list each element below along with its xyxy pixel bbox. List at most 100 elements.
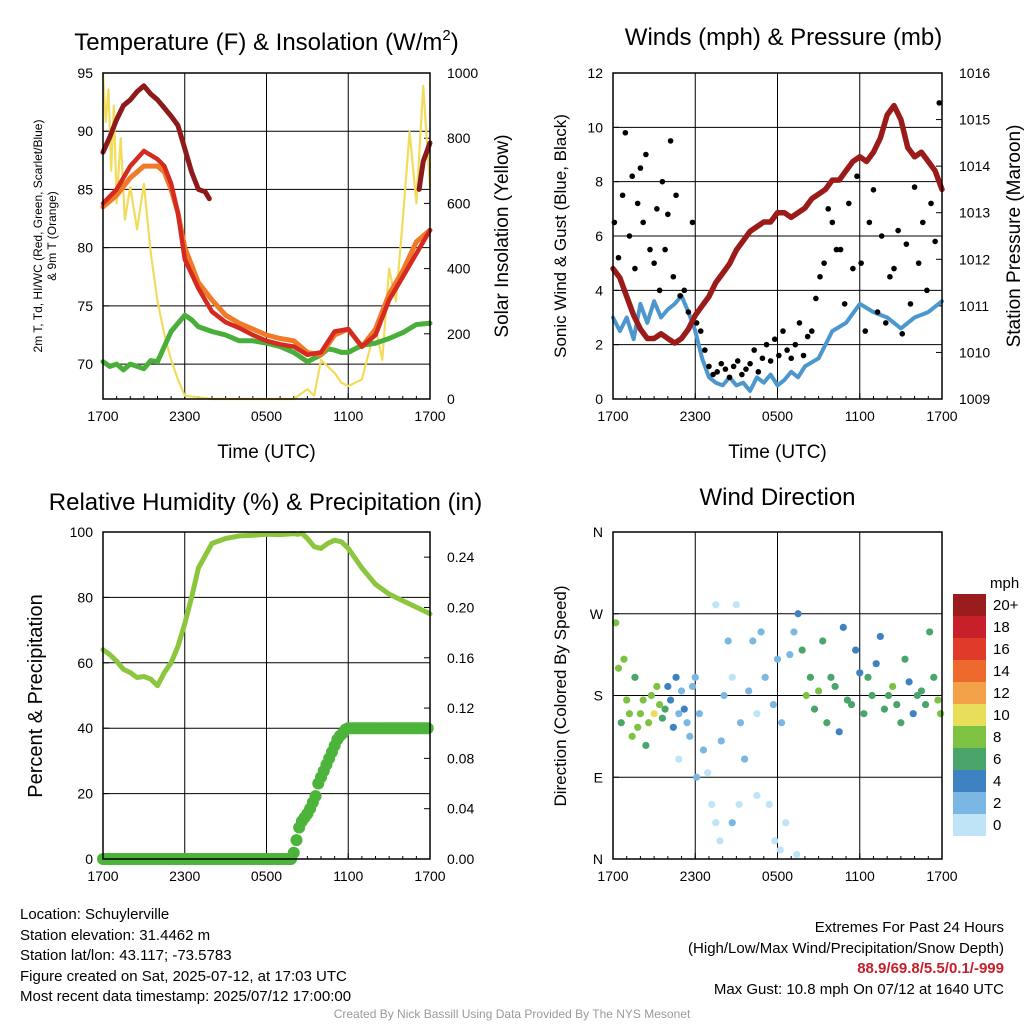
direction-point	[937, 710, 945, 718]
direction-point	[753, 710, 761, 718]
legend-label: 8	[993, 729, 1001, 746]
direction-point	[680, 705, 688, 713]
direction-point	[672, 673, 680, 681]
direction-point	[778, 719, 786, 727]
y-axis-label: Direction (Colored By Speed)	[551, 585, 570, 806]
direction-point	[876, 632, 884, 641]
direction-point	[642, 741, 650, 750]
y-tick-label: 100	[70, 524, 94, 540]
gust-point	[665, 211, 671, 218]
series-heat-index	[100, 312, 433, 373]
elevation-text: Station elevation: 31.4462 m	[20, 926, 211, 944]
legend-swatch	[953, 704, 986, 726]
direction-point	[712, 819, 720, 827]
gust-point	[670, 273, 677, 280]
gust-point	[771, 336, 778, 343]
direction-point	[930, 673, 938, 681]
direction-point	[634, 723, 642, 731]
gust-point	[632, 265, 638, 272]
extremes-subtitle: (High/Low/Max Wind/Precipitation/Snow De…	[688, 939, 1004, 957]
direction-point	[847, 700, 856, 709]
panel-temperature: 1700 2300 0500 1100 1700 70 75 80 85 90 95 0 200 400 6…	[31, 27, 513, 463]
direction-point	[757, 628, 765, 636]
gust-point	[734, 358, 741, 364]
legend-label: 12	[993, 685, 1010, 702]
direction-point	[645, 719, 653, 727]
direction-point	[661, 705, 669, 713]
gust-point	[813, 295, 819, 302]
panel-humidity: 1700 2300 0500 1100 17000204060801000.000.04…	[25, 489, 482, 884]
direction-point	[749, 637, 757, 645]
direction-point	[901, 655, 909, 663]
direction-point	[693, 773, 701, 781]
precip-point	[290, 834, 303, 847]
gust-point	[800, 352, 807, 359]
max-gust-text: Max Gust: 10.8 mph On 07/12 at 1640 UTC	[713, 980, 1004, 998]
y2-tick-label: 200	[447, 326, 471, 342]
y-tick-label: 85	[77, 181, 93, 197]
gust-point	[647, 246, 653, 253]
precip-point	[287, 846, 300, 859]
direction-point	[636, 710, 645, 718]
chart-title: Relative Humidity (%) & Precipitation (i…	[49, 489, 482, 516]
extremes-info: Extremes For Past 24 Hours (High/Low/Max…	[688, 918, 1004, 1000]
direction-point	[664, 682, 672, 691]
direction-point	[889, 682, 897, 691]
y2-tick-label: 0.04	[447, 801, 474, 817]
gust-point	[870, 187, 877, 193]
direction-point	[631, 673, 639, 681]
y-tick-label: 60	[77, 655, 93, 671]
y-tick-label: 95	[77, 65, 93, 81]
y-tick-label: 75	[77, 298, 93, 314]
legend-label: 16	[993, 641, 1010, 658]
direction-point	[839, 623, 847, 631]
x-tick-label: 1700	[87, 868, 118, 884]
direction-point	[617, 719, 625, 727]
series-dewpoint	[100, 83, 212, 202]
y2-axis-label: Station Pressure (Maroon)	[1004, 125, 1024, 348]
gust-point	[619, 192, 626, 199]
gust-point	[722, 366, 729, 372]
x-tick-label: 2300	[680, 408, 711, 424]
gust-point	[936, 100, 943, 106]
y2-tick-label: 1011	[959, 298, 989, 314]
direction-point	[717, 737, 725, 745]
direction-point	[864, 673, 872, 681]
series-wind	[611, 293, 944, 393]
y2-tick-label: 1016	[959, 65, 990, 81]
gust-point	[659, 178, 666, 185]
extremes-values: 88.9/69.8/5.5/0.1/-999	[857, 960, 1004, 977]
direction-point	[798, 646, 806, 654]
gust-point	[634, 200, 641, 207]
gust-point	[637, 165, 644, 171]
direction-point	[647, 691, 655, 700]
gust-point	[882, 320, 889, 326]
direction-point	[880, 705, 889, 713]
panel-winds: 1700 2300 0500 1100 170002468101210091010101…	[551, 24, 1024, 463]
y-axis-label-2: & 9m T (Orange)	[45, 191, 59, 281]
y2-tick-label: 1013	[959, 205, 990, 221]
y2-tick-label: 1014	[959, 158, 990, 174]
direction-point	[625, 710, 634, 718]
direction-point	[708, 800, 716, 809]
gust-point	[915, 260, 922, 266]
gust-point	[629, 173, 635, 180]
series-air-temp	[100, 148, 433, 358]
direction-point	[917, 687, 926, 695]
direction-point	[884, 691, 893, 700]
direction-point	[794, 610, 802, 618]
created-text: Figure created on Sat, 2025-07-12, at 17…	[20, 967, 347, 985]
direction-point	[823, 719, 831, 727]
precip-point	[421, 722, 434, 735]
x-tick-label: 1100	[845, 868, 875, 884]
y2-tick-label: 0.24	[447, 549, 474, 565]
direction-point	[728, 819, 736, 827]
y-tick-label: 8	[595, 174, 603, 190]
x-tick-label: 1100	[333, 408, 363, 424]
legend-label: 6	[993, 751, 1001, 768]
direction-point	[831, 682, 839, 691]
gust-point	[730, 363, 737, 370]
direction-point	[720, 691, 728, 700]
x-tick-label: 0500	[762, 868, 793, 884]
